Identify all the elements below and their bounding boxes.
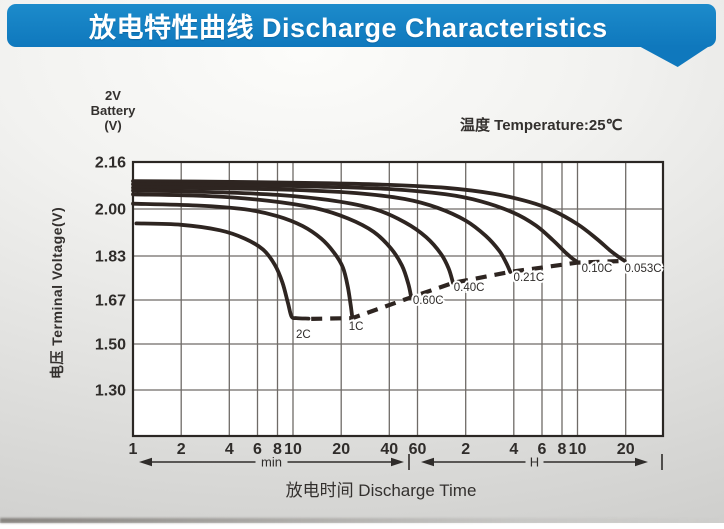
arrow-left-icon: [421, 457, 434, 467]
arrow-right-icon: [391, 457, 404, 467]
curve-0.10C: [131, 182, 580, 264]
curve-label-0.60C: 0.60C: [413, 295, 444, 307]
x-tick-label-min: 2: [177, 441, 186, 458]
curve-label-2C: 2C: [296, 329, 311, 341]
arrow-left-icon: [139, 457, 152, 467]
curve-0.60C: [131, 192, 414, 300]
curve-0.053C: [131, 179, 627, 263]
x-tick-label-hour: 2: [461, 441, 470, 458]
x-axis-title: 放电时间 Discharge Time: [285, 481, 477, 500]
x-tick-label-hour: 8: [558, 441, 567, 458]
curve-label-0.40C: 0.40C: [454, 282, 485, 294]
y-tick-label: 1.83: [95, 249, 126, 266]
battery-type-label: 2V Battery (V): [78, 88, 148, 133]
x-unit-label-hour: H: [530, 455, 539, 470]
curve-label-1C: 1C: [349, 321, 364, 333]
y-tick-label: 1.67: [95, 293, 126, 310]
plot-border: [131, 160, 665, 438]
arrow-right-icon: [635, 457, 648, 467]
temperature-label: 温度 Temperature:25℃: [460, 117, 623, 134]
header-banner: 放电特性曲线 Discharge Characteristics: [7, 4, 716, 47]
x-tick-label-min: 4: [225, 441, 234, 458]
x-tick-label-min: 60: [409, 441, 427, 458]
x-tick-label-min: 6: [253, 441, 262, 458]
x-tick-label-min: 10: [284, 441, 302, 458]
x-tick-label-min: 40: [380, 441, 398, 458]
curve-label-0.21C: 0.21C: [514, 272, 545, 284]
x-tick-label-min: 1: [129, 441, 138, 458]
x-tick-label-hour: 6: [538, 441, 547, 458]
plot-area: [133, 162, 663, 436]
battery-type-line2: Battery: [90, 103, 136, 118]
y-axis-title: 电压 Terminal Voltage(V): [49, 206, 65, 380]
final-discharge-voltage-line: [311, 258, 625, 321]
y-tick-label: 1.50: [95, 337, 126, 354]
curve-0.40C: [131, 188, 455, 285]
x-tick-label-hour: 20: [617, 441, 635, 458]
curve-label-0.10C: 0.10C: [582, 263, 613, 275]
y-tick-label: 2.00: [95, 202, 126, 219]
page-title: 放电特性曲线 Discharge Characteristics: [89, 13, 608, 43]
curve-2C: [134, 221, 311, 321]
battery-type-line1: 2V: [105, 88, 121, 103]
curve-1C: [131, 201, 355, 320]
y-tick-label: 1.30: [95, 383, 126, 400]
curve-0.21C: [131, 185, 513, 274]
y-tick-label: 2.16: [95, 155, 126, 172]
x-tick-label-min: 8: [273, 441, 282, 458]
battery-type-line3: (V): [104, 118, 122, 133]
x-tick-label-hour: 4: [509, 441, 518, 458]
x-unit-label-min: min: [261, 455, 282, 470]
panel-bottom-shadow: [0, 518, 724, 523]
x-tick-label-hour: 10: [569, 441, 587, 458]
x-tick-label-min: 20: [332, 441, 350, 458]
curve-label-0.053C: 0.053C: [624, 263, 661, 275]
